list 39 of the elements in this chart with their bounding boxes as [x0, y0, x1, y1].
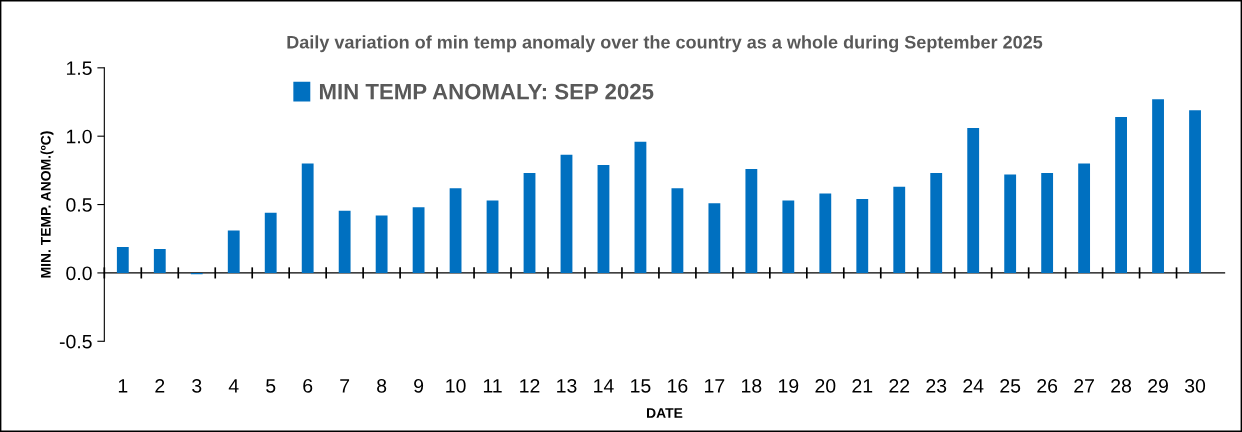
x-tick-label: 29 — [1148, 378, 1168, 393]
x-tick-label: 25 — [1000, 378, 1021, 393]
x-tick-label: 13 — [557, 378, 577, 393]
y-tick-label: 0.5 — [66, 198, 92, 212]
x-tick-label: 23 — [926, 378, 947, 393]
y-tick-label: 1.0 — [66, 129, 92, 144]
x-tick-label: 28 — [1111, 378, 1132, 393]
x-tick-label: 11 — [483, 379, 502, 393]
x-tick-label: 3 — [192, 378, 202, 393]
x-tick-label: 30 — [1184, 378, 1206, 393]
x-tick-label: 12 — [520, 378, 540, 393]
x-tick-label: 26 — [1037, 378, 1058, 393]
y-axis-title: MIN. TEMP. ANOM.(ºC) — [40, 131, 54, 278]
x-tick-label: 27 — [1074, 378, 1094, 393]
x-tick-label: 22 — [889, 378, 910, 393]
y-tick-label: 0.0 — [66, 266, 92, 281]
x-tick-label: 8 — [377, 378, 387, 393]
y-tick-label: -0.5 — [59, 334, 92, 349]
x-tick-label: 15 — [631, 379, 651, 393]
x-tick-label: 19 — [779, 378, 799, 393]
x-tick-label: 20 — [815, 378, 836, 393]
x-tick-label: 2 — [155, 378, 165, 393]
x-tick-label: 1 — [118, 379, 128, 393]
x-tick-label: 17 — [705, 379, 725, 393]
x-tick-label: 4 — [228, 379, 239, 393]
x-tick-label: 9 — [414, 378, 424, 393]
x-axis-title: DATE — [647, 408, 683, 418]
x-tick-label: 6 — [303, 378, 313, 393]
y-tick-label: 1.5 — [66, 61, 92, 76]
x-tick-label: 18 — [742, 378, 762, 393]
x-tick-label: 24 — [963, 378, 984, 393]
x-tick-label: 10 — [446, 378, 466, 393]
x-tick-label: 16 — [668, 378, 688, 393]
x-tick-label: 5 — [266, 379, 276, 393]
x-tick-label: 14 — [594, 379, 614, 393]
x-tick-label: 7 — [340, 379, 350, 393]
chart-title: Daily variation of min temp anomaly over the country as a whole during September 2025 — [287, 35, 1043, 53]
x-tick-label: 21 — [852, 378, 873, 393]
legend-label: MIN TEMP ANOMALY: SEP 2025 — [319, 83, 654, 100]
